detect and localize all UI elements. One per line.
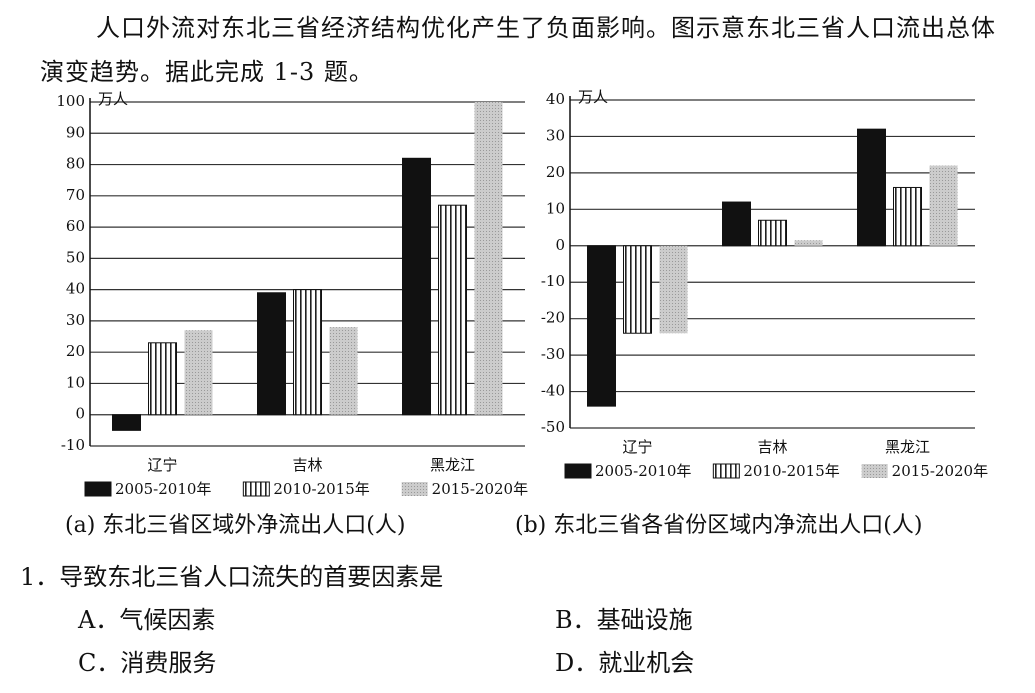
bar bbox=[474, 102, 503, 415]
y-tick-label: -40 bbox=[541, 382, 565, 400]
y-tick-label: 0 bbox=[75, 405, 85, 423]
y-tick-label: 50 bbox=[66, 248, 85, 266]
legend-label: 2010-2015年 bbox=[273, 480, 369, 498]
bar bbox=[794, 240, 823, 246]
legend-swatch bbox=[564, 463, 592, 479]
x-tick-label: 辽宁 bbox=[147, 456, 177, 474]
y-tick-label: 10 bbox=[546, 199, 565, 217]
y-tick-label: 60 bbox=[66, 217, 85, 235]
y-axis-label: 万人 bbox=[98, 90, 128, 108]
y-tick-label: 70 bbox=[66, 186, 85, 204]
legend-label: 2015-2020年 bbox=[432, 480, 528, 498]
legend-swatch bbox=[401, 482, 428, 496]
option: B．基础设施 bbox=[555, 606, 693, 634]
legend-swatch bbox=[712, 463, 740, 479]
legend-label: 2015-2020年 bbox=[892, 462, 988, 480]
legend-swatch bbox=[861, 464, 888, 478]
y-tick-label: 0 bbox=[555, 236, 565, 254]
y-tick-label: -50 bbox=[541, 418, 565, 436]
bar bbox=[758, 219, 787, 247]
bar bbox=[659, 245, 688, 334]
y-tick-label: 80 bbox=[66, 155, 85, 173]
y-tick-label: 20 bbox=[66, 342, 85, 360]
x-tick-label: 黑龙江 bbox=[885, 438, 930, 456]
option: C．消费服务 bbox=[78, 649, 217, 677]
option: D．就业机会 bbox=[555, 649, 695, 677]
bar bbox=[857, 128, 886, 247]
bar bbox=[184, 330, 213, 415]
y-tick-label: 30 bbox=[546, 126, 565, 144]
y-tick-label: 40 bbox=[546, 90, 565, 108]
y-tick-label: 90 bbox=[66, 123, 85, 141]
y-tick-label: -20 bbox=[541, 309, 565, 327]
caption: (b) 东北三省各省份区域内净流出人口(人) bbox=[515, 513, 922, 538]
legend-label: 2005-2010年 bbox=[115, 480, 211, 498]
y-tick-label: -10 bbox=[541, 272, 565, 290]
option: A．气候因素 bbox=[78, 606, 216, 634]
bar bbox=[329, 327, 358, 415]
y-tick-label: -30 bbox=[541, 345, 565, 363]
bar bbox=[893, 186, 922, 247]
bar bbox=[293, 289, 322, 416]
x-tick-label: 吉林 bbox=[757, 438, 787, 456]
x-tick-label: 辽宁 bbox=[622, 438, 652, 456]
legend-label: 2010-2015年 bbox=[743, 462, 839, 480]
caption: (a) 东北三省区域外净流出人口(人) bbox=[65, 513, 405, 538]
bar bbox=[438, 204, 467, 416]
y-tick-label: 40 bbox=[66, 280, 85, 298]
bar bbox=[587, 245, 616, 407]
y-tick-label: -10 bbox=[61, 436, 85, 454]
y-tick-label: 20 bbox=[546, 163, 565, 181]
x-tick-label: 黑龙江 bbox=[430, 456, 475, 474]
legend-swatch bbox=[84, 481, 112, 497]
bar bbox=[148, 342, 177, 416]
y-tick-label: 30 bbox=[66, 311, 85, 329]
y-tick-label: 100 bbox=[56, 92, 85, 110]
question-stem: 1．导致东北三省人口流失的首要因素是 bbox=[20, 563, 444, 591]
bar bbox=[257, 292, 286, 416]
legend-swatch bbox=[242, 481, 270, 497]
intro-text: 人口外流对东北三省经济结构优化产生了负面影响。图示意东北三省人口流出总体演变趋势… bbox=[40, 14, 996, 86]
legend-label: 2005-2010年 bbox=[595, 462, 691, 480]
y-tick-label: 10 bbox=[66, 373, 85, 391]
x-tick-label: 吉林 bbox=[292, 456, 322, 474]
bar bbox=[929, 165, 958, 246]
bar bbox=[623, 245, 652, 334]
bar bbox=[402, 157, 431, 416]
bar bbox=[112, 414, 141, 431]
bar bbox=[722, 201, 751, 247]
y-axis-label: 万人 bbox=[578, 88, 608, 106]
